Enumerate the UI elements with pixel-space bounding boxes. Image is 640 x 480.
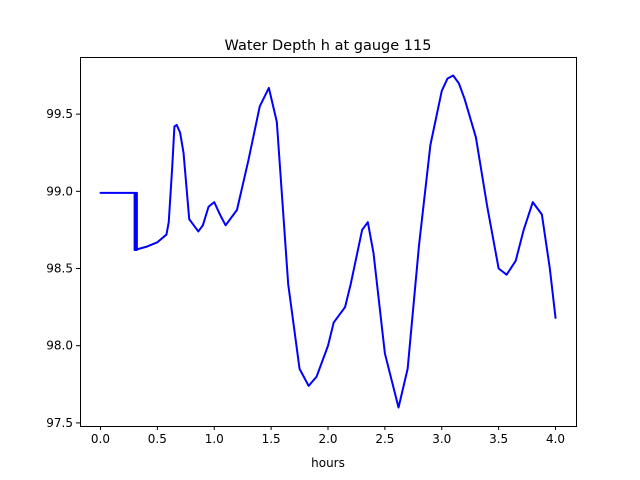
series-line-0 [99, 74, 557, 409]
x-tick-label: 1.5 [262, 432, 281, 446]
x-tick-label: 0.5 [148, 432, 167, 446]
x-tick-label: 2.0 [318, 432, 337, 446]
y-tick-label: 98.5 [46, 262, 73, 276]
y-tick-label: 98.0 [46, 339, 73, 353]
x-tick-label: 0.0 [91, 432, 110, 446]
y-tick-label: 99.0 [46, 184, 73, 198]
y-axis-ticks: 97.5 98.0 98.5 99.0 99.5 [46, 107, 80, 430]
plot-frame [80, 57, 577, 427]
y-tick-label: 97.5 [46, 416, 73, 430]
x-axis-ticks: 0.0 0.5 1.0 1.5 2.0 2.5 3.0 3.5 4.0 [91, 426, 565, 446]
y-tick-label: 99.5 [46, 107, 73, 121]
x-tick-label: 4.0 [546, 432, 565, 446]
x-tick-label: 1.0 [205, 432, 224, 446]
chart-title: Water Depth h at gauge 115 [225, 38, 432, 54]
x-tick-label: 3.0 [432, 432, 451, 446]
x-tick-label: 2.5 [375, 432, 394, 446]
x-tick-label: 3.5 [489, 432, 508, 446]
plot-area [99, 74, 557, 409]
x-axis-label: hours [311, 456, 345, 470]
